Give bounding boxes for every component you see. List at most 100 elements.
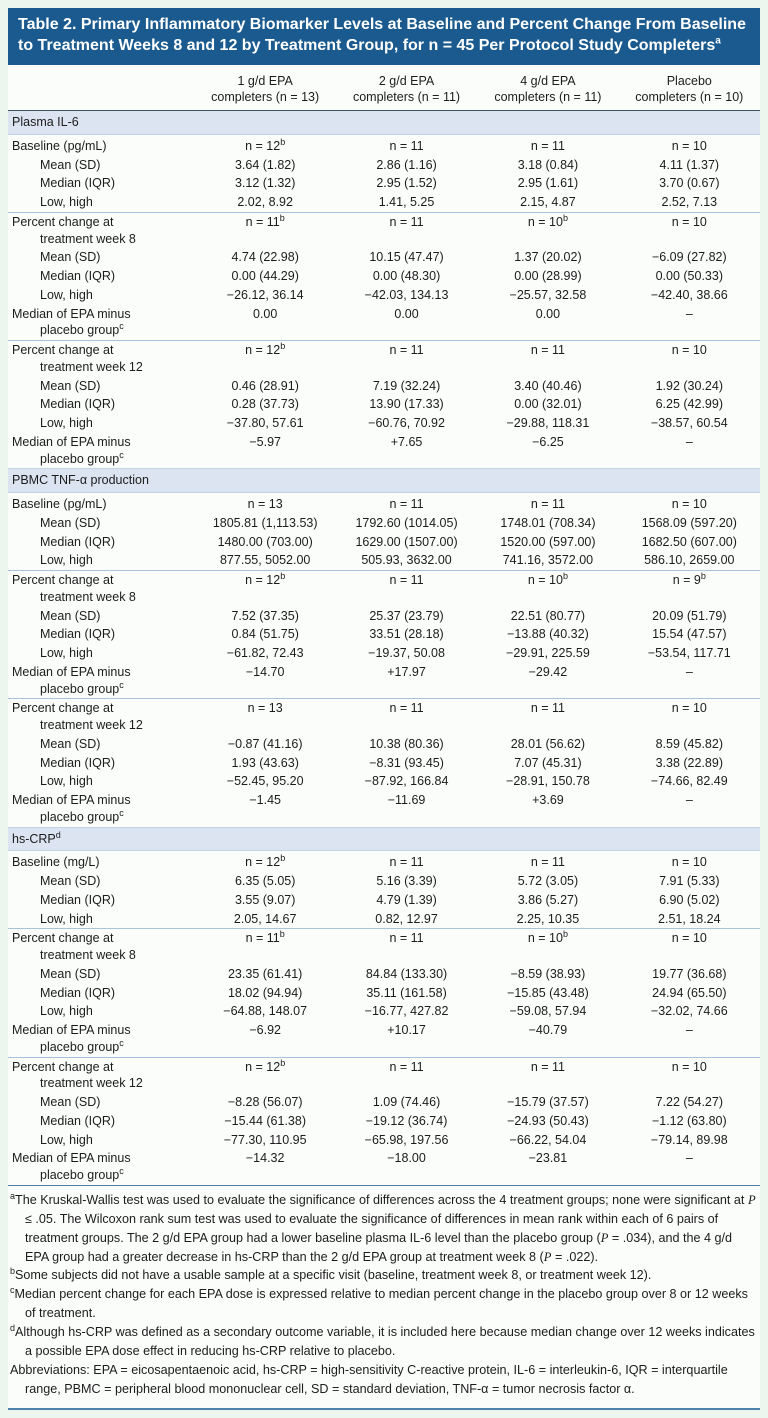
table-row: Median (IQR) −15.44 (61.38) −19.12 (36.74)…	[8, 1112, 760, 1131]
table-cell: −1.12 (63.80)	[651, 1113, 727, 1128]
table-cell: 2.25, 10.35	[516, 911, 580, 926]
table-cell: −15.85 (43.48)	[507, 985, 589, 1000]
abbreviations: Abbreviations: EPA = eicosapentaenoic ac…	[10, 1362, 728, 1396]
footnote-marker: b	[280, 570, 286, 581]
column-header-line2: completers (n = 10)	[635, 89, 744, 104]
table-cell: n = 11	[335, 570, 478, 607]
table-row: Low, high 877.55, 5052.00 505.93, 3632.00 7…	[8, 551, 760, 570]
table-cell: 0.00 (44.29)	[231, 269, 299, 284]
row-label: Median (IQR)	[8, 533, 194, 552]
row-label-line: Low, high	[40, 1132, 93, 1147]
table-row: Median of EPA minus placebo groupc −14.70 +…	[8, 663, 760, 699]
column-header-row: 1 g/d EPA completers (n = 13) 2 g/d EPA …	[8, 64, 760, 112]
column-header-line1: 4 g/d EPA	[520, 73, 576, 88]
row-label: Mean (SD)	[8, 156, 194, 175]
table-cell: 18.02 (94.94)	[227, 985, 303, 1000]
row-label: Percent change at treatment week 12	[8, 698, 195, 735]
footnotes: aThe Kruskal-Wallis test was used to eva…	[8, 1184, 760, 1410]
table-cell: n = 10b	[477, 928, 619, 965]
row-label-line: Median (IQR)	[40, 892, 116, 907]
section-header-label: Plasma IL-6	[8, 110, 760, 135]
table-cell: 25.37 (23.79)	[369, 608, 444, 623]
row-label-line: Median of EPA minus	[12, 1151, 131, 1166]
row-label-line: Low, high	[40, 416, 93, 431]
table-cell: –	[685, 434, 693, 449]
row-label: Mean (SD)	[8, 735, 194, 754]
table-row: Median of EPA minus placebo groupc 0.00 0.0…	[8, 305, 760, 341]
table-cell: 5.72 (3.05)	[517, 874, 579, 889]
row-label-line: Low, high	[40, 911, 93, 926]
table-cell: 1.92 (30.24)	[655, 378, 724, 393]
row-label-line: placebo groupc	[40, 1165, 124, 1183]
row-label: Percent change at treatment week 8	[8, 211, 195, 249]
table-cell: 1682.50 (607.00)	[641, 534, 737, 549]
table-cell: 0.00 (50.33)	[655, 269, 724, 284]
table-cell: 7.91 (5.33)	[659, 874, 720, 889]
row-label: Low, high	[8, 1131, 194, 1150]
table-cell: 3.40 (40.46)	[514, 378, 582, 393]
row-label-line: treatment week 12	[40, 359, 143, 374]
table-title-text: Table 2. Primary Inflammatory Biomarker …	[18, 16, 746, 54]
table-cell: 4.79 (1.39)	[376, 892, 437, 907]
table-cell: −60.76, 70.92	[368, 416, 445, 431]
table-cell: n = 11	[530, 138, 566, 153]
column-header-epa1: 1 g/d EPA completers (n = 13)	[194, 64, 336, 112]
table-cell: 28.01 (56.62)	[510, 736, 586, 751]
table-cell: −13.88 (40.32)	[507, 627, 589, 642]
footnote-marker: b	[10, 1266, 16, 1277]
table-cell: n = 11	[389, 138, 424, 153]
table-cell: 0.00 (48.30)	[372, 269, 441, 284]
row-label: Baseline (pg/mL)	[8, 134, 194, 155]
table-cell: 586.10, 2659.00	[644, 553, 735, 568]
table-cell: n = 11	[477, 1056, 619, 1094]
footnote: cMedian percent change for each EPA dose…	[10, 1285, 748, 1321]
footnote-marker: c	[119, 321, 124, 332]
table-cell: −79.14, 89.98	[650, 1132, 728, 1147]
table-row: Median (IQR) 0.00 (44.29) 0.00 (48.30) 0.00…	[8, 267, 760, 286]
table-row: Median (IQR) 3.12 (1.32) 2.95 (1.52) 2.95 (…	[8, 174, 760, 193]
table-cell: n = 11	[389, 497, 424, 512]
row-label-line: placebo groupc	[40, 679, 124, 696]
table-cell: −74.66, 82.49	[650, 774, 728, 789]
footnote-marker: a	[10, 1190, 16, 1201]
row-label-line: Median of EPA minus	[12, 1023, 131, 1038]
section-header-row: PBMC TNF-α production	[8, 468, 760, 494]
table-cell: 1.37 (20.02)	[514, 250, 582, 265]
table-cell: n = 12b	[194, 570, 336, 607]
table-cell: –	[685, 664, 693, 679]
table-cell: 505.93, 3632.00	[361, 553, 452, 568]
table-cell: 1629.00 (1507.00)	[355, 534, 458, 549]
row-label: Median of EPA minus placebo groupc	[8, 663, 194, 699]
footnote-marker: d	[10, 1322, 16, 1333]
table-cell: 2.15, 4.87	[520, 195, 576, 210]
column-header-spacer	[8, 64, 195, 112]
table-row: Percent change at treatment week 12 n = 12…	[8, 340, 760, 377]
row-label-line: Mean (SD)	[40, 157, 101, 172]
table-cell: 3.12 (1.32)	[234, 176, 296, 191]
table-cell: −64.88, 148.07	[223, 1004, 308, 1019]
table-row: Median (IQR) 0.28 (37.73) 13.90 (17.33) 0.0…	[8, 395, 760, 414]
table-cell: 33.51 (28.18)	[369, 627, 444, 642]
table-title-footnote-marker: a	[715, 35, 721, 47]
table-row: Median (IQR) 1480.00 (703.00) 1629.00 (150…	[8, 533, 760, 552]
table-cell: −42.40, 38.66	[650, 287, 728, 302]
row-label-line: Median (IQR)	[40, 1113, 116, 1128]
table-cell: 2.02, 8.92	[237, 195, 293, 210]
table-row: Low, high 2.02, 8.92 1.41, 5.25 2.15, 4.87 2…	[8, 193, 760, 212]
table-row: Baseline (pg/mL) n = 12b n = 11 n = 11 n = 1…	[8, 134, 760, 155]
table-cell: −6.25	[532, 434, 564, 449]
row-label-line: Median (IQR)	[40, 534, 116, 549]
table-cell: −15.44 (61.38)	[224, 1113, 306, 1128]
table-cell: −16.77, 427.82	[364, 1004, 449, 1019]
table-cell: −28.91, 150.78	[506, 774, 590, 789]
table-cell: n = 13	[247, 497, 283, 512]
row-label-line: Mean (SD)	[40, 515, 101, 530]
table-row: Mean (SD) 6.35 (5.05) 5.16 (3.39) 5.72 (3.0…	[8, 872, 760, 891]
row-label: Mean (SD)	[8, 607, 194, 626]
table-row: Mean (SD) 4.74 (22.98) 10.15 (47.47) 1.37 (…	[8, 248, 760, 267]
table-cell: 7.07 (45.31)	[514, 755, 582, 770]
column-header-line2: completers (n = 11)	[352, 89, 461, 104]
table-row: Mean (SD) 1805.81 (1,113.53) 1792.60 (1014…	[8, 514, 760, 533]
